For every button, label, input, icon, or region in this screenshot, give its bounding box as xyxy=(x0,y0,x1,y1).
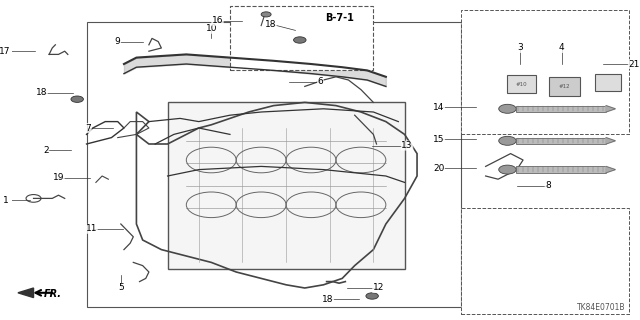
Text: FR.: FR. xyxy=(44,289,62,299)
Circle shape xyxy=(366,293,378,299)
Bar xyxy=(168,102,404,269)
Text: 7: 7 xyxy=(86,124,92,132)
Text: 11: 11 xyxy=(86,224,97,233)
Bar xyxy=(516,138,606,144)
Text: 21: 21 xyxy=(628,60,640,68)
Bar xyxy=(595,74,621,91)
Bar xyxy=(516,106,606,112)
Bar xyxy=(516,166,606,173)
Text: 18: 18 xyxy=(265,20,276,28)
Circle shape xyxy=(71,96,83,102)
Text: TK84E0701B: TK84E0701B xyxy=(577,303,626,312)
Text: 6: 6 xyxy=(317,77,323,86)
Text: 16: 16 xyxy=(212,16,223,25)
Circle shape xyxy=(499,165,516,174)
Text: 4: 4 xyxy=(559,44,564,52)
Polygon shape xyxy=(18,288,33,298)
Circle shape xyxy=(294,37,306,43)
Text: 15: 15 xyxy=(433,135,445,144)
Text: 12: 12 xyxy=(372,284,384,292)
Text: 19: 19 xyxy=(52,173,64,182)
Text: 18: 18 xyxy=(36,88,47,97)
Text: 9: 9 xyxy=(115,37,120,46)
Bar xyxy=(461,10,629,134)
Text: 20: 20 xyxy=(433,164,445,172)
Text: 5: 5 xyxy=(118,284,124,292)
Bar xyxy=(461,208,629,314)
Text: B-7-1: B-7-1 xyxy=(324,12,353,23)
Text: 10: 10 xyxy=(205,24,217,33)
Polygon shape xyxy=(606,138,615,144)
Text: 8: 8 xyxy=(545,181,551,190)
Bar xyxy=(230,6,373,70)
Circle shape xyxy=(499,104,516,113)
Polygon shape xyxy=(606,106,615,112)
Text: 1: 1 xyxy=(3,196,8,204)
Circle shape xyxy=(261,12,271,17)
Polygon shape xyxy=(606,166,615,173)
Text: 3: 3 xyxy=(517,44,523,52)
Bar xyxy=(508,75,536,93)
Text: 14: 14 xyxy=(433,103,445,112)
Circle shape xyxy=(499,136,516,145)
Text: 13: 13 xyxy=(401,141,413,150)
Text: 18: 18 xyxy=(322,295,333,304)
Bar xyxy=(549,77,580,96)
Text: #10: #10 xyxy=(516,82,527,87)
Text: 2: 2 xyxy=(43,146,49,155)
Text: 17: 17 xyxy=(0,47,10,56)
Text: #12: #12 xyxy=(559,84,571,89)
Bar xyxy=(86,22,461,307)
